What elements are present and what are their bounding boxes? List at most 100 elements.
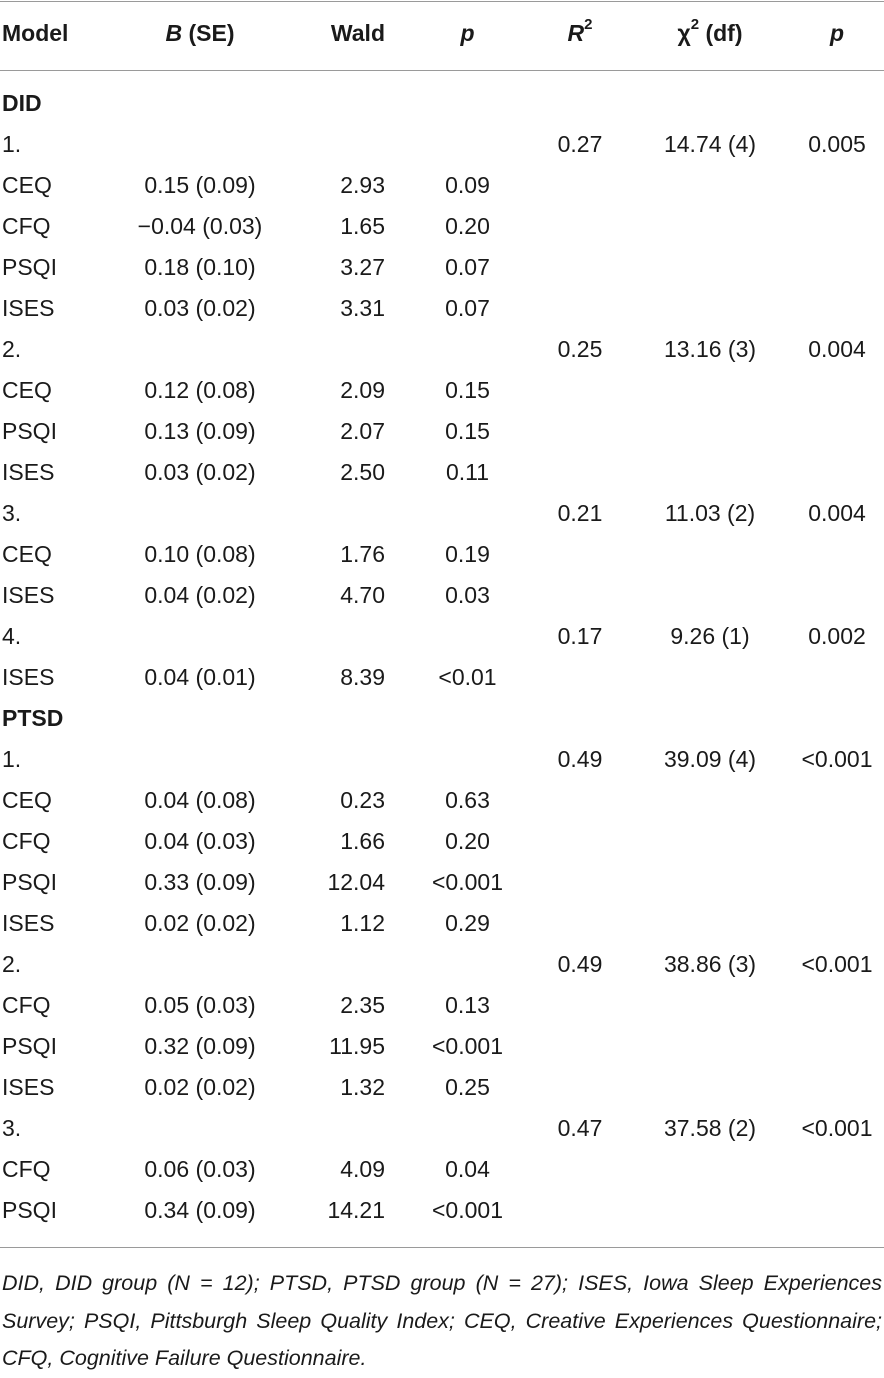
table-row: ISES 0.03 (0.02) 3.31 0.07 xyxy=(0,288,884,329)
table-top-rule xyxy=(0,1,884,2)
table-row: PSQI 0.32 (0.09) 11.95 <0.001 xyxy=(0,1026,884,1067)
table-row: ISES 0.02 (0.02) 1.32 0.25 xyxy=(0,1067,884,1108)
cell-b-se: 0.04 (0.03) xyxy=(144,828,256,854)
cell-model: 2. xyxy=(2,951,22,977)
cell-p-model: <0.001 xyxy=(801,746,873,772)
cell-wald: 3.31 xyxy=(340,295,385,321)
header-r2-sup: 2 xyxy=(584,16,593,34)
table-row: PSQI 0.33 (0.09) 12.04 <0.001 xyxy=(0,862,884,903)
cell-model: 3. xyxy=(2,500,22,526)
cell-model: 3. xyxy=(2,1115,22,1141)
cell-r2: 0.17 xyxy=(557,623,603,649)
header-wald: Wald xyxy=(330,20,385,46)
table-row: CFQ −0.04 (0.03) 1.65 0.20 xyxy=(0,206,884,247)
table-row: 3. 0.47 37.58 (2) <0.001 xyxy=(0,1108,884,1149)
cell-wald: 11.95 xyxy=(329,1033,385,1059)
cell-chi-square: 14.74 (4) xyxy=(663,131,757,157)
cell-model: ISES xyxy=(2,582,55,608)
cell-model: CEQ xyxy=(2,541,52,567)
cell-p: 0.20 xyxy=(445,213,490,239)
cell-chi-square: 11.03 (2) xyxy=(664,500,756,526)
cell-p-model: 0.004 xyxy=(808,500,866,526)
cell-model: ISES xyxy=(2,1074,55,1100)
cell-b-se: 0.15 (0.09) xyxy=(144,172,256,198)
cell-model: CEQ xyxy=(2,377,52,403)
group-heading-row: PTSD xyxy=(0,698,884,739)
cell-model: CEQ xyxy=(2,172,52,198)
table-row: ISES 0.03 (0.02) 2.50 0.11 xyxy=(0,452,884,493)
cell-p-model: <0.001 xyxy=(801,1115,873,1141)
cell-chi-square: 39.09 (4) xyxy=(663,746,757,772)
cell-model: 2. xyxy=(2,336,22,362)
table-row: CFQ 0.06 (0.03) 4.09 0.04 xyxy=(0,1149,884,1190)
table-row: 2. 0.25 13.16 (3) 0.004 xyxy=(0,329,884,370)
header-r2: R2 xyxy=(540,13,620,54)
header-chi-symbol: χ xyxy=(677,20,691,46)
cell-model: PSQI xyxy=(2,254,57,280)
cell-p: <0.001 xyxy=(432,869,503,895)
header-chi-rest: (df) xyxy=(699,20,743,46)
table-row: CFQ 0.05 (0.03) 2.35 0.13 xyxy=(0,985,884,1026)
cell-model: PSQI xyxy=(2,418,57,444)
cell-r2: 0.49 xyxy=(557,951,603,977)
cell-wald: 1.65 xyxy=(340,213,385,239)
cell-model: 1. xyxy=(2,131,22,157)
cell-r2: 0.25 xyxy=(557,336,603,362)
cell-chi-square: 9.26 (1) xyxy=(670,623,750,649)
cell-b-se: 0.10 (0.08) xyxy=(144,541,256,567)
cell-b-se: −0.04 (0.03) xyxy=(137,213,263,239)
cell-model: PSQI xyxy=(2,869,57,895)
cell-model: PSQI xyxy=(2,1033,57,1059)
cell-b-se: 0.04 (0.08) xyxy=(144,787,256,813)
cell-wald: 2.93 xyxy=(340,172,385,198)
cell-p-model: <0.001 xyxy=(801,951,873,977)
cell-model: 4. xyxy=(2,623,22,649)
table-row: ISES 0.04 (0.01) 8.39 <0.01 xyxy=(0,657,884,698)
cell-p-model: 0.005 xyxy=(808,131,866,157)
table-row: CEQ 0.04 (0.08) 0.23 0.63 xyxy=(0,780,884,821)
group-heading: DID xyxy=(2,90,42,116)
cell-b-se: 0.04 (0.01) xyxy=(144,664,256,690)
cell-model: PSQI xyxy=(2,1197,57,1223)
cell-p: <0.01 xyxy=(438,664,497,690)
header-chi-sup: 2 xyxy=(690,16,700,34)
cell-p: 0.07 xyxy=(445,254,490,280)
table-row: CEQ 0.10 (0.08) 1.76 0.19 xyxy=(0,534,884,575)
cell-wald: 3.27 xyxy=(340,254,385,280)
cell-p: 0.09 xyxy=(445,172,490,198)
cell-r2: 0.21 xyxy=(557,500,603,526)
cell-p-model: 0.002 xyxy=(808,623,866,649)
table-row: 4. 0.17 9.26 (1) 0.002 xyxy=(0,616,884,657)
cell-b-se: 0.13 (0.09) xyxy=(144,418,256,444)
cell-p: 0.63 xyxy=(445,787,490,813)
cell-b-se: 0.04 (0.02) xyxy=(144,582,256,608)
cell-b-se: 0.06 (0.03) xyxy=(144,1156,256,1182)
table-row: PSQI 0.34 (0.09) 14.21 <0.001 xyxy=(0,1190,884,1231)
cell-wald: 4.09 xyxy=(340,1156,385,1182)
header-p-model: p xyxy=(790,13,884,54)
cell-model: ISES xyxy=(2,910,55,936)
cell-p: 0.15 xyxy=(445,418,490,444)
table-row: ISES 0.02 (0.02) 1.12 0.29 xyxy=(0,903,884,944)
header-p-model-letter: p xyxy=(829,20,845,46)
cell-chi-square: 38.86 (3) xyxy=(663,951,757,977)
cell-wald: 2.07 xyxy=(340,418,385,444)
cell-wald: 1.32 xyxy=(340,1074,385,1100)
cell-p: 0.20 xyxy=(445,828,490,854)
table-row: 2. 0.49 38.86 (3) <0.001 xyxy=(0,944,884,985)
cell-p: 0.15 xyxy=(445,377,490,403)
cell-p: 0.25 xyxy=(445,1074,490,1100)
table-row: 1. 0.27 14.74 (4) 0.005 xyxy=(0,124,884,165)
table-row: PSQI 0.18 (0.10) 3.27 0.07 xyxy=(0,247,884,288)
cell-model: CFQ xyxy=(2,213,51,239)
cell-wald: 2.09 xyxy=(340,377,385,403)
cell-b-se: 0.03 (0.02) xyxy=(144,459,256,485)
cell-wald: 8.39 xyxy=(340,664,385,690)
cell-p: 0.29 xyxy=(445,910,490,936)
cell-wald: 1.12 xyxy=(340,910,385,936)
cell-wald: 12.04 xyxy=(327,869,385,895)
table-footnote: DID, DID group (N = 12); PTSD, PTSD grou… xyxy=(2,1271,882,1370)
table-row: 3. 0.21 11.03 (2) 0.004 xyxy=(0,493,884,534)
cell-p: 0.07 xyxy=(445,295,490,321)
cell-b-se: 0.03 (0.02) xyxy=(144,295,256,321)
